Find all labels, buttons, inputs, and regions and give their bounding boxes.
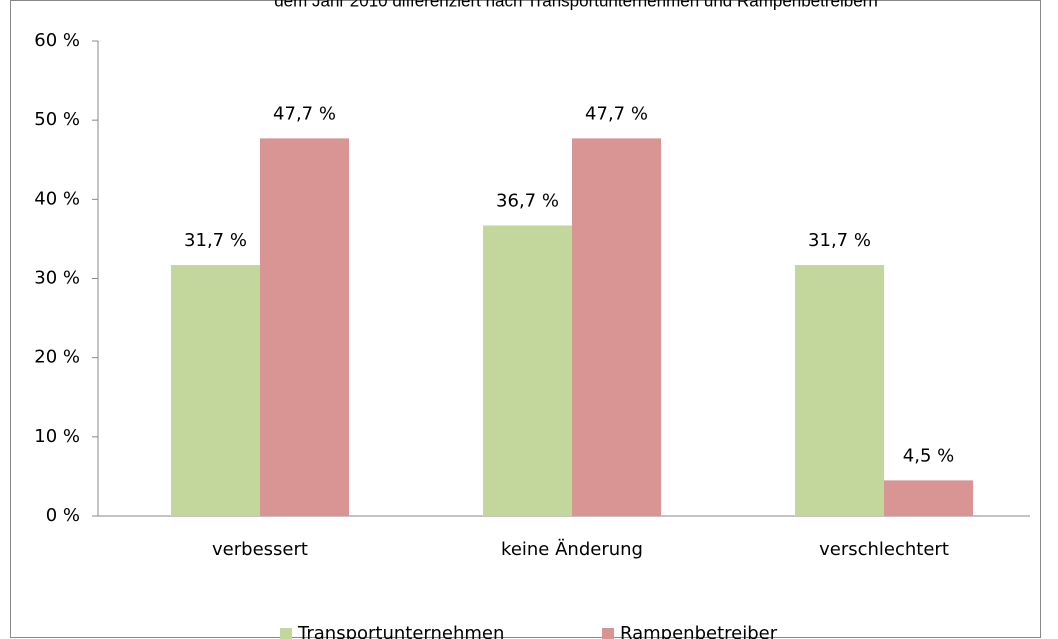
- bar: [171, 265, 260, 516]
- data-label: 31,7 %: [184, 230, 247, 251]
- y-tick-label: 60 %: [34, 30, 80, 51]
- legend-swatch: [602, 628, 614, 639]
- bar: [884, 480, 973, 516]
- data-label: 47,7 %: [585, 103, 648, 124]
- x-tick-label: keine Änderung: [501, 539, 643, 560]
- data-label: 47,7 %: [273, 103, 336, 124]
- y-tick-label: 0 %: [46, 505, 80, 526]
- bar: [795, 265, 884, 516]
- bar: [260, 138, 349, 516]
- y-tick-label: 40 %: [34, 188, 80, 209]
- x-tick-label: verschlechtert: [819, 539, 949, 560]
- y-tick-label: 30 %: [34, 268, 80, 289]
- data-label: 4,5 %: [903, 445, 954, 466]
- x-tick-label: verbessert: [212, 539, 308, 560]
- legend-label: Transportunternehmen: [297, 623, 504, 639]
- legend-swatch: [280, 628, 292, 639]
- bar: [483, 225, 572, 517]
- y-tick-label: 50 %: [34, 109, 80, 130]
- data-label: 36,7 %: [496, 190, 559, 211]
- legend-label: Rampenbetreiber: [620, 623, 778, 639]
- data-label: 31,7 %: [808, 230, 871, 251]
- bar: [572, 138, 661, 516]
- y-tick-label: 10 %: [34, 426, 80, 447]
- y-tick-label: 20 %: [34, 347, 80, 368]
- chart-title: dem Jahr 2010 differenziert nach Transpo…: [274, 0, 878, 10]
